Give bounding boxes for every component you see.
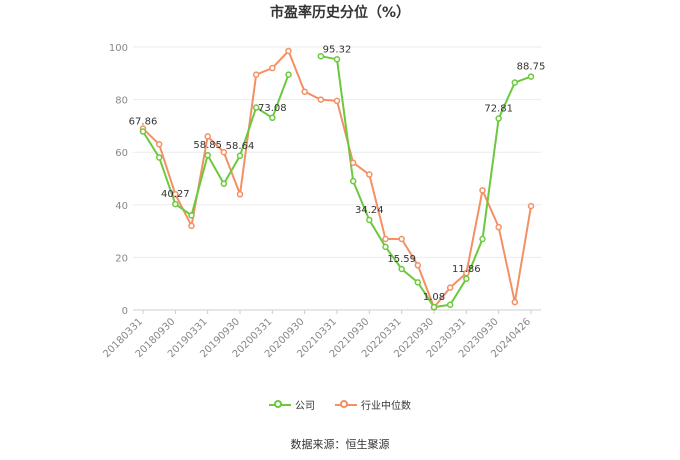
- data-point: [463, 275, 470, 283]
- data-point: [204, 133, 211, 140]
- data-label: 95.32: [323, 44, 352, 55]
- data-point: [446, 301, 454, 308]
- data-point: [527, 73, 535, 80]
- data-labels: 67.86 40.27 58.85 58.64 73.08 95.32 34.24 15.59…: [129, 44, 546, 303]
- data-point: [398, 235, 405, 243]
- data-point: [382, 235, 389, 243]
- legend: 公司 行业中位数: [0, 397, 680, 412]
- data-point: [188, 212, 195, 219]
- legend-item[interactable]: 行业中位数: [335, 397, 411, 412]
- legend-swatch: [269, 399, 291, 410]
- data-point: [382, 243, 389, 251]
- data-point: [398, 265, 405, 273]
- data-label: 58.85: [193, 140, 222, 151]
- data-label: 67.86: [129, 117, 158, 128]
- legend-item[interactable]: 公司: [269, 397, 315, 412]
- chart-title: 市盈率历史分位（%）: [269, 5, 411, 21]
- data-point: [479, 187, 486, 194]
- data-point: [252, 71, 260, 78]
- data-point: [188, 222, 195, 230]
- y-tick-label: 40: [115, 201, 128, 212]
- data-label: 40.27: [161, 189, 190, 200]
- data-label: 34.24: [355, 205, 384, 216]
- data-point: [349, 159, 357, 166]
- data-point: [220, 180, 228, 188]
- data-point: [252, 104, 260, 111]
- data-point: [366, 171, 373, 178]
- data-point: [349, 177, 357, 185]
- data-point: [139, 128, 147, 135]
- y-tick-label: 0: [122, 306, 128, 317]
- data-point: [511, 298, 519, 306]
- data-point: [333, 97, 341, 105]
- series-line-公司: [320, 55, 532, 309]
- legend-swatch-dot: [340, 399, 348, 408]
- data-label: 72.81: [484, 104, 513, 115]
- data-source-note: 数据来源：恒生聚源: [290, 438, 390, 451]
- y-tick-label: 80: [115, 96, 128, 107]
- data-point: [269, 64, 276, 72]
- data-point: [172, 200, 179, 208]
- data-point: [155, 141, 163, 148]
- legend-swatch: [335, 399, 357, 410]
- data-label: 88.75: [517, 62, 546, 73]
- data-point: [414, 279, 422, 286]
- data-point: [366, 216, 373, 224]
- data-point: [172, 191, 179, 198]
- data-point: [414, 262, 422, 269]
- y-tick-label: 20: [115, 253, 128, 264]
- legend-label: 行业中位数: [361, 401, 411, 412]
- data-point: [511, 79, 519, 86]
- data-point: [317, 52, 325, 60]
- legend-swatch-dot: [274, 399, 282, 408]
- data-point: [301, 88, 308, 95]
- data-point: [269, 114, 276, 122]
- data-point: [285, 47, 292, 55]
- legend-label: 公司: [295, 401, 315, 412]
- data-point: [495, 223, 502, 231]
- data-point: [479, 235, 486, 243]
- data-point: [204, 151, 211, 159]
- axes: 0204060801002018033120180930201903312019…: [101, 43, 533, 360]
- data-label: 73.08: [258, 103, 287, 114]
- data-label: 1.08: [423, 292, 445, 303]
- data-point: [317, 96, 325, 103]
- data-point: [236, 191, 244, 198]
- data-point: [333, 56, 341, 63]
- data-point: [495, 115, 502, 122]
- data-point: [155, 154, 163, 161]
- y-tick-label: 100: [109, 43, 128, 54]
- data-point: [220, 148, 228, 156]
- y-tick-label: 60: [115, 148, 128, 159]
- data-label: 58.64: [226, 141, 255, 152]
- data-point: [446, 284, 454, 291]
- data-label: 11.86: [452, 264, 481, 275]
- data-points: [139, 47, 535, 311]
- data-point: [285, 71, 292, 78]
- series-line-公司: [142, 74, 290, 217]
- data-point: [527, 202, 535, 210]
- data-point: [236, 152, 244, 160]
- data-label: 15.59: [387, 254, 416, 265]
- data-point: [430, 303, 438, 311]
